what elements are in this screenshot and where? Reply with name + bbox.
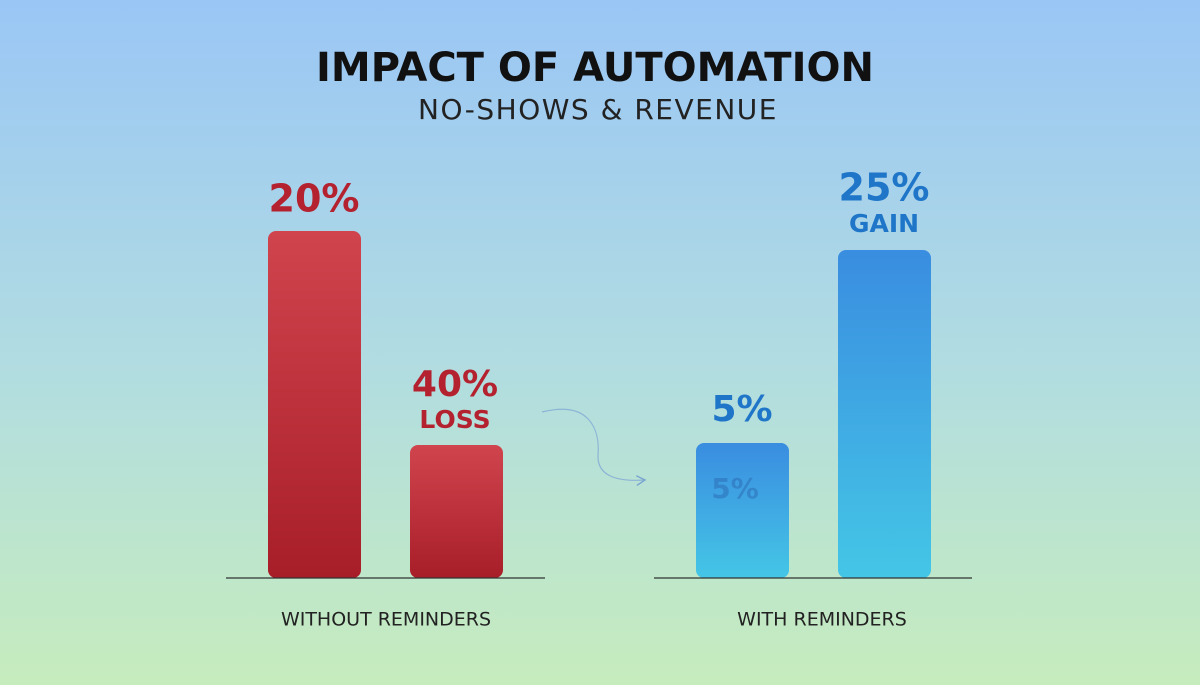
bar-inner-label: 5% xyxy=(711,472,759,505)
bar xyxy=(838,250,931,578)
bar-label: 25% xyxy=(839,166,930,210)
bar-label: 20% xyxy=(269,177,360,221)
bar-note: GAIN xyxy=(849,209,919,238)
title: IMPACT OF AUTOMATION xyxy=(316,45,874,91)
bar-label: 5% xyxy=(711,389,772,430)
bar-note: LOSS xyxy=(419,405,490,434)
bar xyxy=(410,445,503,578)
bar-label: 40% xyxy=(412,364,498,405)
group-label: WITHOUT REMINDERS xyxy=(281,609,491,631)
subtitle: NO-SHOWS & REVENUE xyxy=(418,93,778,126)
bar xyxy=(696,443,789,578)
arrow xyxy=(541,408,647,486)
group-label: WITH REMINDERS xyxy=(737,609,907,631)
bar xyxy=(268,231,361,578)
